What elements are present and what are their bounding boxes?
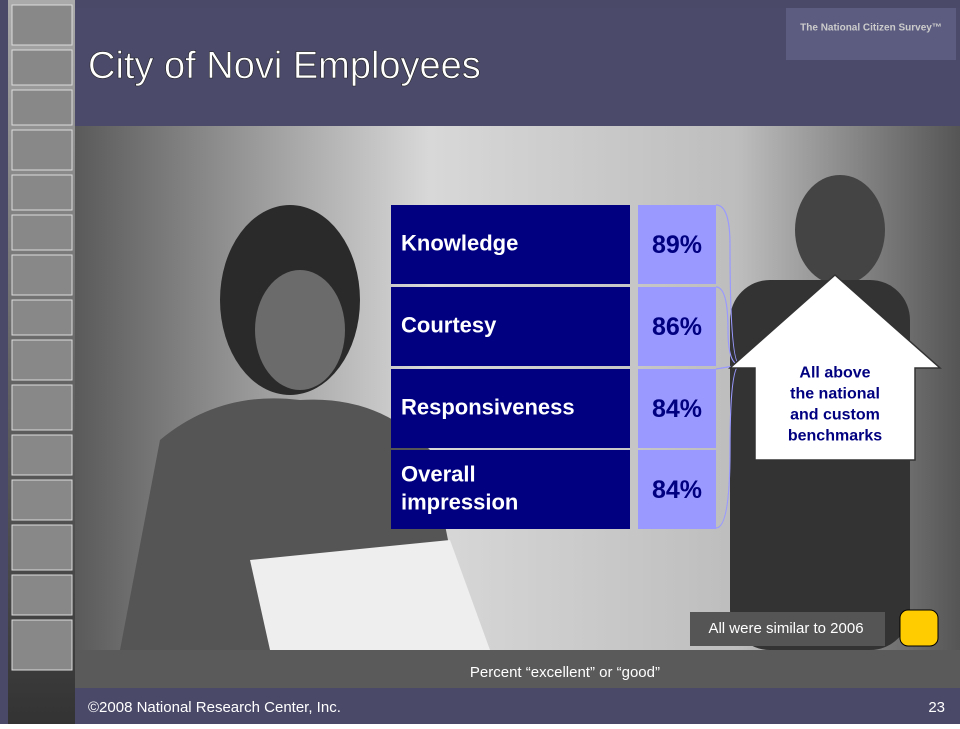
callout-text: All above the national and custom benchmark… (788, 365, 882, 445)
caption: Percent “excellent” or “good” (470, 664, 660, 681)
label-cell (391, 369, 630, 448)
thumbnails (11, 4, 73, 671)
caption-bar (75, 650, 960, 688)
label-cell (391, 450, 630, 529)
row-value: 84% (652, 395, 702, 423)
value-cell (638, 287, 716, 366)
logo-text: The National Citizen Survey™ (800, 23, 942, 34)
copyright: ©2008 National Research Center, Inc. (88, 699, 341, 716)
table: Knowledge 89% Courtesy 86% Responsiveness 84%… (391, 205, 716, 529)
callout-arrow (728, 273, 942, 461)
row-label: Courtesy (401, 312, 497, 337)
logo (786, 8, 956, 60)
row-value: 86% (652, 313, 702, 341)
note: All were similar to 2006 (708, 620, 863, 637)
value-cell (638, 369, 716, 448)
note-box (690, 612, 885, 646)
value-cell (638, 450, 716, 529)
row-label: Overall impression (401, 461, 518, 514)
row-value: 84% (652, 476, 702, 504)
row-label: Responsiveness (401, 394, 575, 419)
label-cell (391, 287, 630, 366)
title: City of Novi Employees (88, 45, 481, 87)
row-value: 89% (652, 231, 702, 259)
row-label: Knowledge (401, 230, 518, 255)
label-cell (391, 205, 630, 284)
nav-icon[interactable] (899, 609, 939, 647)
value-cell (638, 205, 716, 284)
page-number: 23 (928, 699, 945, 716)
